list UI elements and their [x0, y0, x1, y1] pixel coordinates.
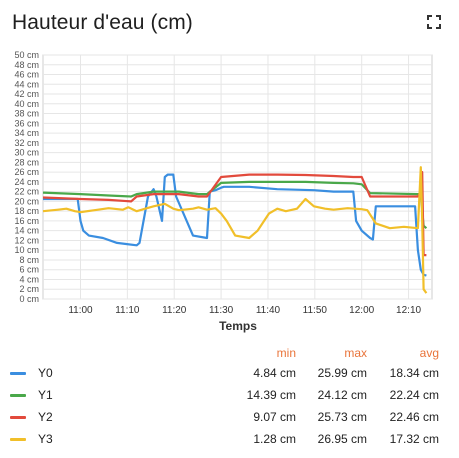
- y-tick-label: 28 cm: [14, 157, 39, 167]
- legend-max-value: 24.12 cm: [287, 388, 367, 402]
- y-tick-label: 10 cm: [14, 245, 39, 255]
- chart-series: [43, 167, 426, 293]
- legend-swatch: [10, 416, 26, 419]
- y-tick-label: 44 cm: [14, 79, 39, 89]
- x-tick-label: 11:30: [209, 305, 234, 316]
- legend-max-value: 25.99 cm: [287, 366, 367, 380]
- y-tick-label: 24 cm: [14, 177, 39, 187]
- x-tick-label: 12:00: [349, 305, 374, 316]
- legend-row-y1[interactable]: Y1 14.39 cm 24.12 cm 22.24 cm: [0, 386, 459, 406]
- legend-swatch: [10, 394, 26, 397]
- legend-header-max: max: [307, 346, 367, 360]
- y-tick-label: 50 cm: [14, 50, 39, 60]
- legend-min-value: 9.07 cm: [216, 410, 296, 424]
- y-tick-label: 48 cm: [14, 60, 39, 70]
- x-axis-label: Temps: [219, 319, 257, 333]
- y-tick-label: 42 cm: [14, 89, 39, 99]
- legend-max-value: 25.73 cm: [287, 410, 367, 424]
- legend-header-min: min: [236, 346, 296, 360]
- y-tick-label: 12 cm: [14, 235, 39, 245]
- y-tick-label: 8 cm: [19, 255, 39, 265]
- legend-series-name: Y0: [38, 366, 53, 380]
- y-tick-label: 14 cm: [14, 226, 39, 236]
- x-tick-label: 11:20: [162, 305, 187, 316]
- legend-min-value: 1.28 cm: [216, 432, 296, 446]
- y-tick-label: 4 cm: [19, 274, 39, 284]
- y-tick-label: 16 cm: [14, 216, 39, 226]
- y-tick-label: 36 cm: [14, 118, 39, 128]
- y-tick-label: 20 cm: [14, 196, 39, 206]
- y-tick-label: 32 cm: [14, 138, 39, 148]
- y-tick-label: 26 cm: [14, 167, 39, 177]
- legend-avg-value: 18.34 cm: [359, 366, 439, 380]
- x-tick-label: 12:10: [396, 305, 421, 316]
- legend-row-y0[interactable]: Y0 4.84 cm 25.99 cm 18.34 cm: [0, 364, 459, 384]
- x-tick-label: 11:50: [303, 305, 328, 316]
- y-tick-label: 38 cm: [14, 109, 39, 119]
- legend-max-value: 26.95 cm: [287, 432, 367, 446]
- legend-series-name: Y2: [38, 410, 53, 424]
- chart-grid: [43, 55, 432, 299]
- legend-series-name: Y3: [38, 432, 53, 446]
- y-tick-label: 34 cm: [14, 128, 39, 138]
- y-tick-label: 30 cm: [14, 148, 39, 158]
- legend-row-y3[interactable]: Y3 1.28 cm 26.95 cm 17.32 cm: [0, 430, 459, 450]
- legend-avg-value: 17.32 cm: [359, 432, 439, 446]
- legend-series-name: Y1: [38, 388, 53, 402]
- y-tick-label: 22 cm: [14, 187, 39, 197]
- legend-avg-value: 22.24 cm: [359, 388, 439, 402]
- y-tick-label: 40 cm: [14, 99, 39, 109]
- plot-frame: [43, 55, 432, 299]
- y-tick-label: 6 cm: [19, 265, 39, 275]
- y-tick-label: 0 cm: [19, 294, 39, 304]
- legend-header-avg: avg: [379, 346, 439, 360]
- y-tick-label: 18 cm: [14, 206, 39, 216]
- x-tick-label: 11:00: [68, 305, 93, 316]
- legend-swatch: [10, 438, 26, 441]
- legend-swatch: [10, 372, 26, 375]
- legend-avg-value: 22.46 cm: [359, 410, 439, 424]
- x-axis-ticks: 11:00 11:10 11:20 11:30 11:40 11:50 12:00 12:10: [68, 305, 421, 316]
- legend-min-value: 4.84 cm: [216, 366, 296, 380]
- legend-row-y2[interactable]: Y2 9.07 cm 25.73 cm 22.46 cm: [0, 408, 459, 428]
- y-tick-label: 46 cm: [14, 70, 39, 80]
- x-tick-label: 11:10: [115, 305, 140, 316]
- x-tick-label: 11:40: [256, 305, 281, 316]
- y-tick-label: 2 cm: [19, 284, 39, 294]
- legend-min-value: 14.39 cm: [216, 388, 296, 402]
